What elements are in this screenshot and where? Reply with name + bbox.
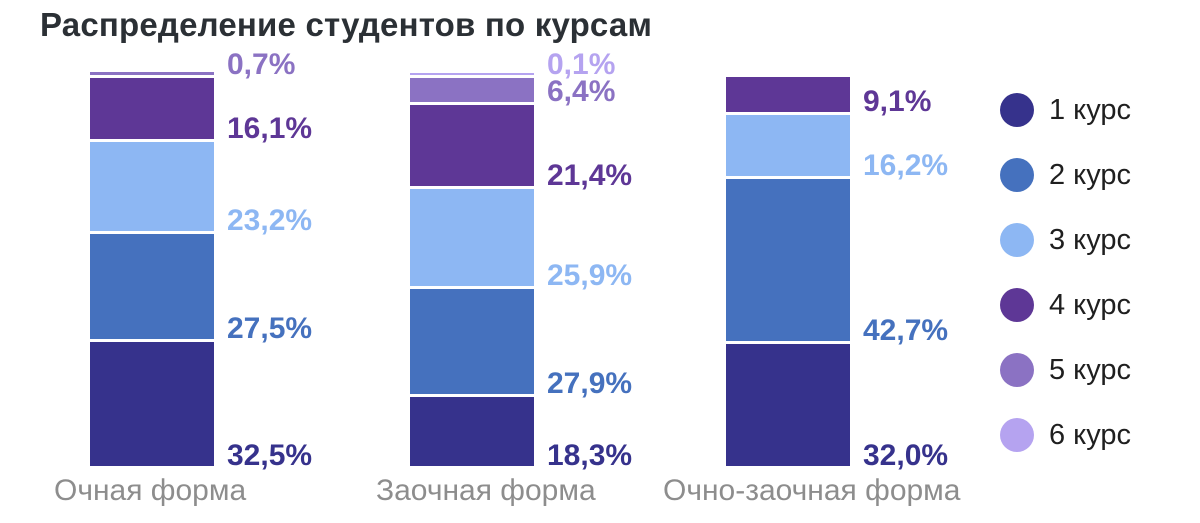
value-label: 6,4% [547,75,616,109]
legend: 1 курс 2 курс 3 курс 4 курс 5 курс 6 курс [1000,93,1131,483]
bar-segment-course-6: 0,1% [410,50,615,80]
bar-segment-course-3: 16,2% [726,114,948,181]
legend-label: 6 курс [1049,418,1132,451]
bar-category-3: 9,1% 16,2% 42,7% 32,0% [726,77,948,471]
legend-swatch-icon [1000,418,1034,452]
bar-segment-course-4: 9,1% [726,77,931,116]
legend-item-course-6: 6 курс [1000,418,1131,452]
legend-item-course-3: 3 курс [1000,223,1131,257]
value-label: 16,2% [863,149,949,183]
legend-item-course-2: 2 курс [1000,158,1131,192]
bar-segment-course-1: 32,0% [726,344,948,471]
legend-label: 2 курс [1049,158,1132,191]
value-label: 9,1% [863,84,932,118]
bar-segment-course-4: 16,1% [90,77,312,144]
legend-swatch-icon [1000,223,1034,257]
bar-segment-course-2: 27,5% [90,233,312,343]
legend-label: 3 курс [1049,223,1132,256]
value-label: 18,3% [547,439,633,473]
bar-segment-course-1: 32,5% [90,341,312,471]
legend-swatch-icon [1000,288,1034,322]
bar-segment-course-5: 6,4% [410,77,615,107]
bar-category-2: 0,1% 6,4% 21,4% 25,9% 27,9% 18,3% [410,50,632,471]
value-label: 32,5% [227,439,313,472]
legend-label: 1 курс [1049,93,1132,126]
value-label: 16,1% [227,112,313,146]
bar-category-1: 0,7% 16,1% 23,2% 27,5% 32,5% [90,49,312,471]
legend-item-course-5: 5 курс [1000,353,1131,387]
value-label: 42,7% [863,314,949,348]
value-label: 0,7% [227,47,296,81]
legend-item-course-1: 1 курс [1000,93,1131,127]
bar-segment-course-4: 21,4% [410,105,632,190]
bar-segment-course-2: 42,7% [726,179,948,346]
category-label: Заочная форма [376,474,596,507]
legend-label: 4 курс [1049,288,1132,321]
value-label: 27,5% [227,311,313,345]
legend-swatch-icon [1000,158,1034,192]
bar-segment-course-3: 25,9% [410,188,632,291]
legend-label: 5 курс [1049,353,1132,386]
bar-segment-course-1: 18,3% [410,397,632,471]
value-label: 23,2% [227,203,313,237]
category-label: Очно-заочная форма [663,474,961,507]
value-label: 32,0% [863,439,949,472]
bar-segment-course-2: 27,9% [410,289,632,399]
legend-swatch-icon [1000,353,1034,387]
chart-title: Распределение студентов по курсам [40,6,653,43]
value-label: 0,1% [547,48,616,81]
value-label: 27,9% [547,367,633,401]
legend-swatch-icon [1000,93,1034,127]
value-label: 21,4% [547,158,633,192]
category-label: Очная форма [54,474,247,507]
legend-item-course-4: 4 курс [1000,288,1131,322]
bar-segment-course-5: 0,7% [90,49,295,79]
value-label: 25,9% [547,259,633,293]
bar-segment-course-3: 23,2% [90,142,312,235]
plot-area: 0,7% 16,1% 23,2% 27,5% 32,5% Очная форма 0,1% 6… [54,49,961,507]
